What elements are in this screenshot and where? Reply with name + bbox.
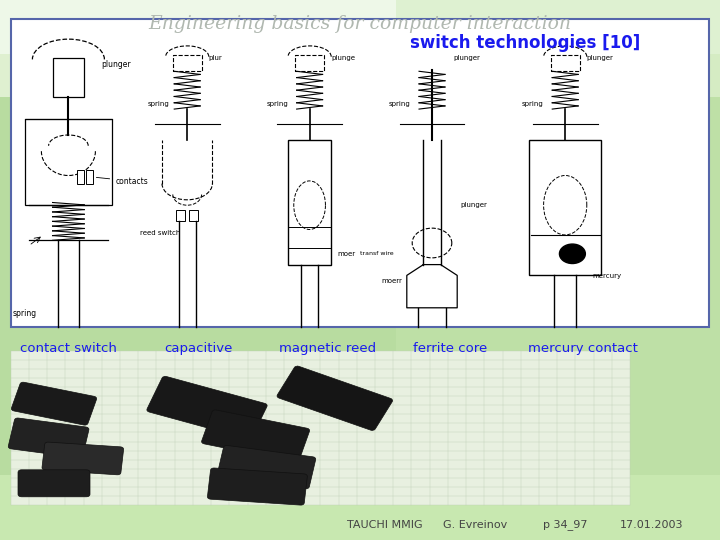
Text: spring: spring — [266, 100, 288, 107]
Text: ferrite core: ferrite core — [413, 342, 487, 355]
Bar — [295, 55, 324, 71]
Bar — [396, 0, 720, 540]
Text: 17.01.2003: 17.01.2003 — [620, 520, 683, 530]
Bar — [176, 210, 185, 221]
Text: plunge: plunge — [331, 55, 355, 61]
Bar — [11, 351, 630, 505]
FancyBboxPatch shape — [12, 382, 96, 425]
Bar — [189, 210, 198, 221]
FancyBboxPatch shape — [147, 376, 267, 439]
FancyBboxPatch shape — [18, 470, 90, 497]
Text: reed switch: reed switch — [140, 230, 181, 237]
Text: spring: spring — [12, 309, 37, 318]
Text: p 34_97: p 34_97 — [543, 519, 588, 530]
Bar — [11, 19, 709, 327]
Bar — [173, 55, 202, 71]
Text: moer: moer — [337, 251, 355, 257]
FancyBboxPatch shape — [217, 446, 315, 489]
Text: spring: spring — [148, 100, 169, 107]
Text: Engineering basics for computer interaction: Engineering basics for computer interact… — [148, 15, 572, 33]
FancyBboxPatch shape — [8, 418, 89, 458]
Circle shape — [559, 244, 585, 264]
Bar — [0, 0, 720, 54]
Text: mercury contact: mercury contact — [528, 342, 638, 355]
Bar — [529, 140, 601, 275]
FancyBboxPatch shape — [42, 442, 124, 475]
Text: plunger: plunger — [454, 55, 480, 61]
Text: contact switch: contact switch — [20, 342, 117, 355]
Text: spring: spring — [389, 100, 410, 107]
Bar — [551, 55, 580, 71]
Text: TAUCHI MMIG: TAUCHI MMIG — [347, 520, 423, 530]
Text: mercury: mercury — [593, 273, 621, 280]
Text: spring: spring — [522, 100, 544, 107]
Bar — [0, 0, 720, 97]
Text: plunger: plunger — [587, 55, 613, 61]
Text: plunger: plunger — [461, 202, 487, 208]
Bar — [25, 119, 112, 205]
Bar — [86, 170, 93, 184]
Text: capacitive: capacitive — [164, 342, 232, 355]
FancyBboxPatch shape — [207, 468, 307, 505]
Text: G. Evreinov: G. Evreinov — [443, 520, 508, 530]
Bar — [53, 58, 84, 97]
Bar — [0, 475, 720, 540]
Text: moerr: moerr — [382, 278, 402, 284]
Bar — [77, 170, 84, 184]
Bar — [288, 140, 331, 265]
Text: plunger: plunger — [101, 60, 130, 69]
Text: contacts: contacts — [96, 177, 148, 186]
Text: plur: plur — [209, 55, 222, 61]
Text: switch technologies [10]: switch technologies [10] — [410, 34, 641, 52]
Text: magnetic reed: magnetic reed — [279, 342, 376, 355]
Text: transf wire: transf wire — [360, 251, 394, 256]
FancyBboxPatch shape — [202, 410, 310, 462]
FancyBboxPatch shape — [277, 366, 392, 430]
